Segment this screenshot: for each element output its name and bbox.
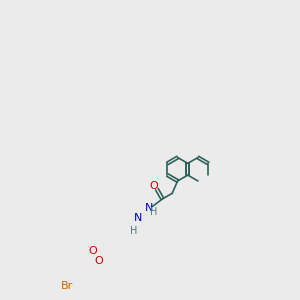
Text: O: O (150, 182, 158, 191)
Text: H: H (130, 226, 138, 236)
Text: Br: Br (61, 281, 73, 291)
Text: O: O (94, 256, 103, 266)
Text: H: H (151, 207, 158, 217)
Text: O: O (88, 246, 97, 256)
Text: N: N (134, 213, 142, 223)
Text: N: N (145, 203, 154, 213)
